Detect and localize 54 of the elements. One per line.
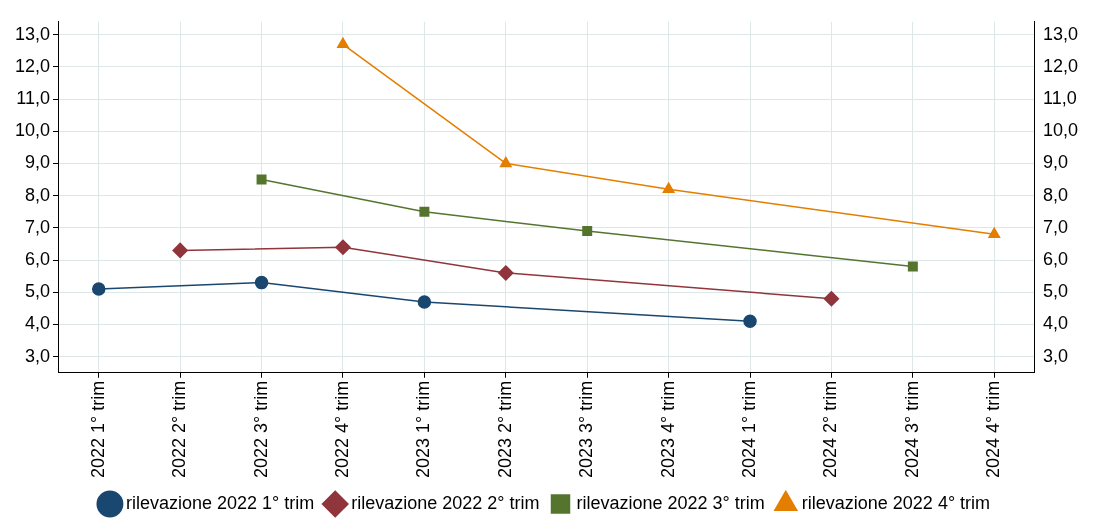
y-tick-label: 10,0 <box>14 120 51 141</box>
x-tick-label: 2024 3° trim <box>901 380 922 479</box>
point <box>907 261 918 272</box>
y2-tick-label: 8,0 <box>1042 184 1068 205</box>
y-tick-label: 4,0 <box>25 313 51 334</box>
point <box>256 174 267 185</box>
x-tick-label: 2022 2° trim <box>169 380 190 479</box>
y-tick-label: 3,0 <box>25 345 51 366</box>
y-tick-label: 6,0 <box>25 249 51 270</box>
x-tick-label: 2024 4° trim <box>983 380 1004 479</box>
point <box>823 290 840 307</box>
y-tick-label: 5,0 <box>25 281 51 302</box>
point <box>254 275 269 290</box>
y-tick-label: 13,0 <box>14 23 51 44</box>
x-tick-label: 2024 2° trim <box>820 380 841 479</box>
legend-label: rilevazione 2022 1° trim <box>125 492 315 513</box>
point <box>498 265 514 281</box>
point <box>499 156 512 168</box>
point <box>988 227 1001 239</box>
point <box>417 295 432 309</box>
x-tick-label: 2022 4° trim <box>331 380 352 479</box>
y2-tick-label: 11,0 <box>1042 88 1077 109</box>
y-tick-label: 8,0 <box>25 184 51 205</box>
point <box>335 239 351 255</box>
y2-tick-label: 13,0 <box>1042 23 1079 44</box>
x-tick-label: 2023 4° trim <box>657 380 678 479</box>
x-tick-label: 2022 1° trim <box>87 380 108 479</box>
y2-tick-label: 12,0 <box>1042 55 1079 76</box>
x-tick-label: 2023 3° trim <box>576 380 597 479</box>
x-tick-label: 2024 1° trim <box>739 380 759 479</box>
y2-tick-label: 6,0 <box>1042 249 1068 270</box>
point <box>337 37 349 49</box>
legend-label: rilevazione 2022 3° trim <box>576 492 765 513</box>
legend-label: rilevazione 2022 4° trim <box>801 492 991 513</box>
x-tick-label: 2022 3° trim <box>250 380 271 479</box>
y2-tick-label: 9,0 <box>1042 152 1068 173</box>
y-tick-label: 9,0 <box>25 152 51 173</box>
y2-tick-label: 7,0 <box>1042 216 1068 237</box>
y-tick-label: 12,0 <box>14 55 51 76</box>
x-tick-label: 2023 2° trim <box>494 380 515 479</box>
point <box>172 242 188 259</box>
y2-tick-label: 4,0 <box>1042 313 1068 334</box>
x-tick-label: 2023 1° trim <box>413 380 434 479</box>
legend-label: rilevazione 2022 2° trim <box>351 492 540 513</box>
y2-tick-label: 5,0 <box>1042 281 1068 302</box>
point <box>662 182 675 193</box>
point <box>91 282 106 296</box>
y2-tick-label: 3,0 <box>1042 345 1068 366</box>
point <box>743 314 757 328</box>
y-tick-label: 11,0 <box>16 88 51 109</box>
y2-tick-label: 10,0 <box>1042 120 1079 141</box>
y-tick-label: 7,0 <box>25 216 51 237</box>
point <box>582 226 593 237</box>
point <box>419 206 430 217</box>
